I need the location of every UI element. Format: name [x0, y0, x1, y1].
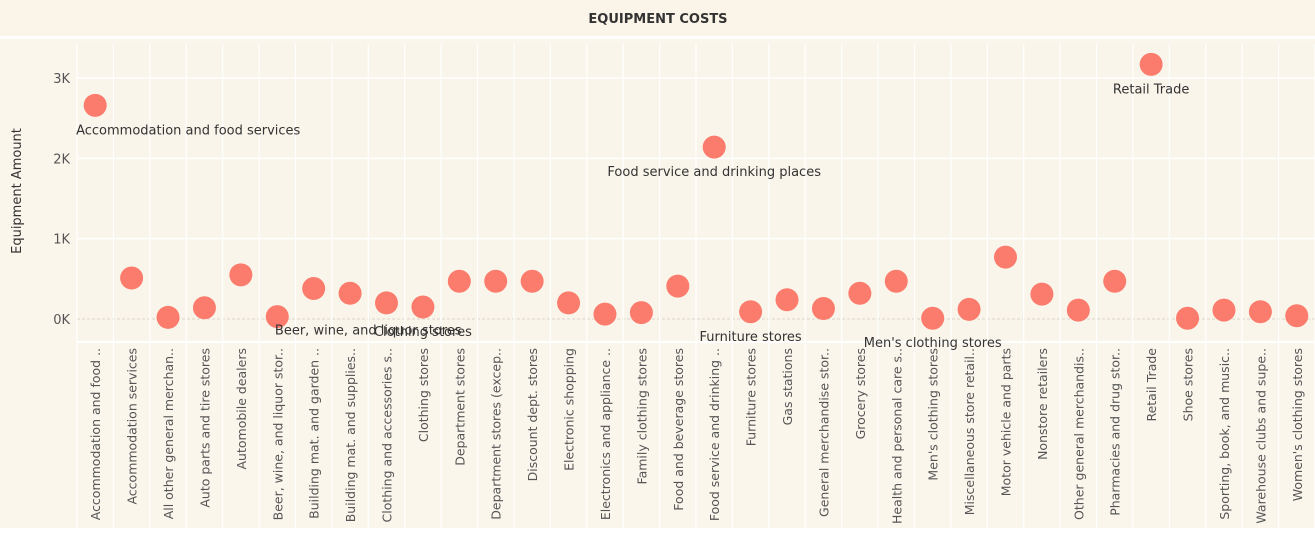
data-point	[1066, 298, 1090, 322]
point-annotation: Retail Trade	[1113, 82, 1189, 97]
data-point	[629, 301, 653, 325]
chart-title: EQUIPMENT COSTS	[588, 12, 727, 27]
point-annotation: Furniture stores	[700, 330, 802, 345]
x-tick-label: Food and beverage stores	[671, 348, 686, 511]
x-tick-label: All other general merchan..	[161, 348, 176, 519]
data-point	[156, 305, 180, 329]
point-annotation: Food service and drinking places	[607, 165, 821, 180]
x-tick-label: Clothing stores	[416, 348, 431, 442]
y-axis-title: Equipment Amount	[10, 128, 25, 254]
data-point	[1212, 298, 1236, 322]
data-point	[229, 263, 253, 287]
point-annotation: Clothing stores	[374, 325, 472, 340]
x-tick-label: Grocery stores	[853, 348, 868, 439]
data-point	[1139, 52, 1163, 76]
data-point	[447, 269, 471, 293]
data-point	[957, 297, 981, 321]
x-tick-label: Health and personal care s..	[889, 348, 904, 524]
data-point	[666, 274, 690, 298]
x-tick-label: General merchandise stor..	[816, 348, 831, 517]
data-point	[848, 281, 872, 305]
data-point	[811, 297, 835, 321]
x-tick-label: Electronic shopping	[562, 348, 577, 471]
x-tick-label: Women's clothing stores	[1290, 348, 1305, 501]
data-point	[884, 269, 908, 293]
data-point	[1176, 306, 1200, 330]
data-point	[192, 296, 216, 320]
x-tick-label: Pharmacies and drug stor..	[1108, 348, 1123, 516]
data-point	[1248, 300, 1272, 324]
x-tick-label: Retail Trade	[1144, 348, 1159, 422]
x-tick-label: Gas stations	[780, 348, 795, 425]
data-point	[921, 306, 945, 330]
x-tick-label: Clothing and accessories s..	[380, 348, 395, 522]
x-tick-label: Department stores	[452, 348, 467, 466]
x-tick-label: Department stores (excep..	[489, 348, 504, 520]
x-tick-label: Miscellaneous store retail..	[962, 348, 977, 515]
data-point	[1285, 304, 1309, 328]
x-tick-label: Building mat. and garden ..	[307, 348, 322, 519]
data-point	[520, 269, 544, 293]
data-point	[739, 300, 763, 324]
y-tick-label: 0K	[53, 313, 70, 328]
x-tick-label: Automobile dealers	[234, 348, 249, 470]
y-tick-label: 1K	[53, 233, 70, 248]
data-point	[994, 245, 1017, 269]
data-point	[775, 288, 799, 312]
x-tick-label: Warehouse clubs and supe..	[1253, 348, 1268, 524]
x-tick-label: Electronics and appliance ..	[598, 348, 613, 520]
data-point	[557, 291, 581, 315]
data-point	[338, 281, 362, 305]
x-tick-label: Other general merchandis..	[1071, 348, 1086, 520]
data-point	[411, 295, 435, 319]
data-point	[120, 266, 144, 290]
x-tick-label: Accommodation services	[125, 348, 140, 505]
data-point	[484, 269, 508, 293]
data-point	[302, 276, 326, 300]
y-tick-label: 3K	[53, 72, 70, 87]
data-point	[375, 291, 398, 315]
title-band	[0, 0, 1315, 36]
x-tick-label: Motor vehicle and parts	[999, 348, 1014, 496]
x-tick-label: Accommodation and food ..	[88, 348, 103, 520]
x-tick-label: Building mat. and supplies..	[343, 348, 358, 522]
x-tick-label: Men's clothing stores	[926, 348, 941, 481]
point-annotation: Accommodation and food services	[76, 123, 300, 138]
data-point	[702, 135, 726, 159]
data-point	[593, 302, 617, 326]
x-tick-label: Food service and drinking ..	[707, 348, 722, 521]
x-tick-label: Beer, wine, and liquor stor..	[270, 348, 285, 520]
point-annotation: Men's clothing stores	[864, 336, 1002, 351]
x-tick-label: Family clothing stores	[634, 348, 649, 484]
point-annotation: Beer, wine, and liquor stores	[275, 324, 462, 339]
y-tick-label: 2K	[53, 152, 70, 167]
x-tick-label: Furniture stores	[744, 348, 759, 446]
x-tick-label: Auto parts and tire stores	[197, 348, 212, 508]
x-tick-label: Nonstore retailers	[1035, 348, 1050, 460]
x-tick-label: Shoe stores	[1181, 348, 1196, 421]
data-point	[1103, 269, 1127, 293]
x-tick-label: Discount dept. stores	[525, 348, 540, 481]
bottom-band	[0, 528, 1315, 534]
x-tick-label: Sporting, book, and music..	[1217, 348, 1232, 520]
data-point	[83, 93, 107, 117]
data-point	[265, 305, 289, 329]
data-point	[1030, 282, 1054, 306]
